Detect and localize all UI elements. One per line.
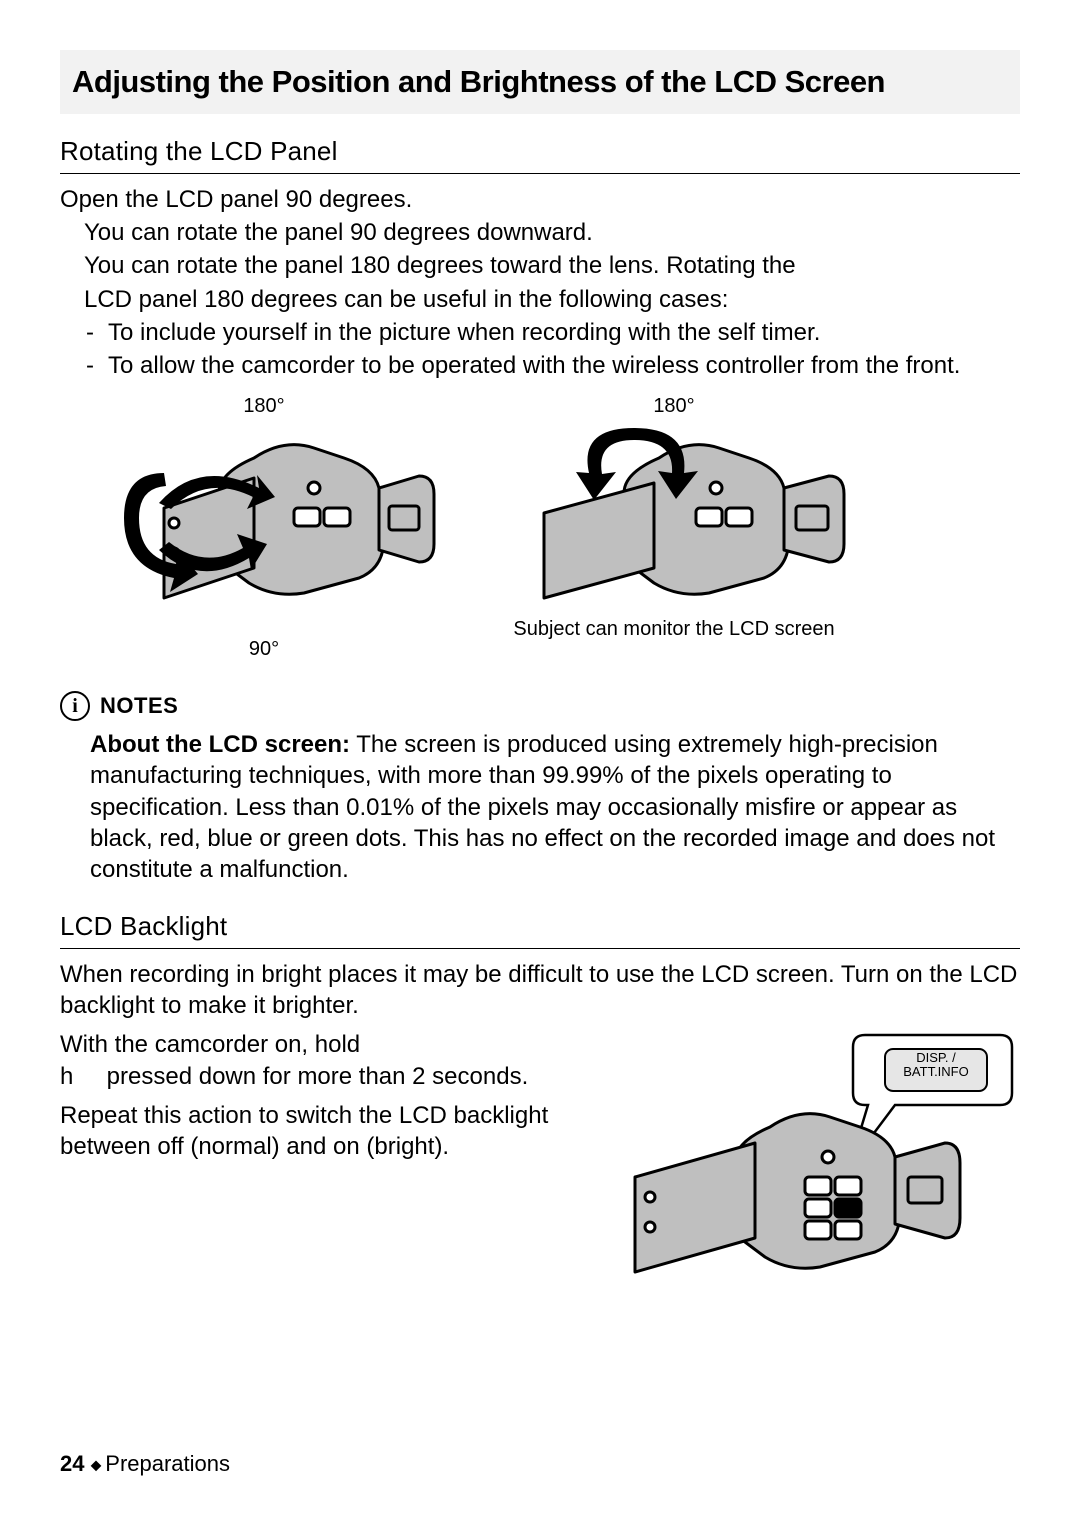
info-icon: i: [60, 691, 90, 721]
body-text: When recording in bright places it may b…: [60, 959, 1020, 1021]
camcorder-flip-illustration: [484, 418, 864, 618]
backlight-row: With the camcorder on, hold h pressed do…: [60, 1027, 1020, 1307]
diamond-icon: ◆: [91, 1457, 106, 1473]
notes-label: NOTES: [100, 693, 178, 719]
section-heading-backlight: LCD Backlight: [60, 911, 1020, 942]
page-title: Adjusting the Position and Brightness of…: [72, 64, 1008, 100]
body-text: Repeat this action to switch the LCD bac…: [60, 1100, 560, 1162]
notes-body: About the LCD screen: The screen is prod…: [60, 729, 1020, 885]
body-text: You can rotate the panel 90 degrees down…: [60, 217, 1020, 248]
page-footer: 24 ◆ Preparations: [60, 1451, 230, 1477]
body-text: Open the LCD panel 90 degrees.: [60, 184, 1020, 215]
angle-label-90: 90°: [249, 638, 279, 661]
figure-subject-monitor: 180° Subject can monitor the LCD scr: [484, 395, 864, 661]
list-item: To allow the camcorder to be operated wi…: [108, 350, 1020, 381]
bullet-list: To include yourself in the picture when …: [60, 317, 1020, 381]
body-span: With the camcorder on, hold: [60, 1031, 360, 1058]
section-heading-rotating: Rotating the LCD Panel: [60, 136, 1020, 167]
list-item: To include yourself in the picture when …: [108, 317, 1020, 348]
angle-label-180: 180°: [243, 395, 284, 418]
disp-label-1: DISP. /: [916, 1051, 956, 1065]
body-text: LCD panel 180 degrees can be useful in t…: [60, 284, 1020, 315]
title-bar: Adjusting the Position and Brightness of…: [60, 50, 1020, 114]
key-icon: h: [60, 1061, 100, 1092]
rule: [60, 173, 1020, 174]
camcorder-disp-illustration: DISP. / BATT.INFO: [580, 1027, 1020, 1307]
notes-bold: About the LCD screen:: [90, 731, 350, 758]
figure-disp-button: DISP. / BATT.INFO: [580, 1027, 1020, 1307]
notes-text: About the LCD screen: The screen is prod…: [90, 729, 1020, 885]
notes-header: i NOTES: [60, 691, 1020, 721]
page-number: 24: [60, 1451, 84, 1476]
disp-label-2: BATT.INFO: [903, 1065, 968, 1080]
footer-section: Preparations: [105, 1451, 230, 1476]
body-text: With the camcorder on, hold h pressed do…: [60, 1029, 560, 1091]
figure-caption: Subject can monitor the LCD screen: [513, 618, 834, 641]
body-span: pressed down for more than 2 seconds.: [107, 1063, 529, 1090]
body-text: You can rotate the panel 180 degrees tow…: [60, 250, 1020, 281]
camcorder-rotate-illustration: [84, 418, 444, 638]
rule: [60, 948, 1020, 949]
backlight-text-col: With the camcorder on, hold h pressed do…: [60, 1027, 560, 1307]
angle-label-180: 180°: [653, 395, 694, 418]
figure-rotate-panel: 180°: [84, 395, 444, 661]
figure-row: 180°: [84, 395, 1020, 661]
